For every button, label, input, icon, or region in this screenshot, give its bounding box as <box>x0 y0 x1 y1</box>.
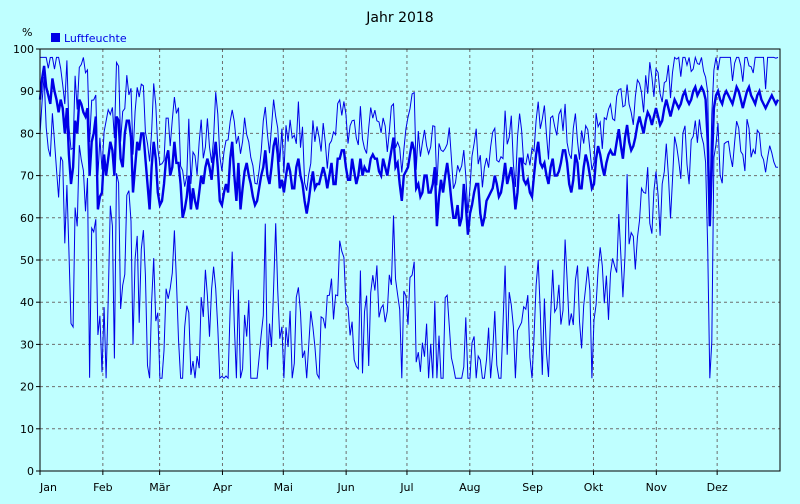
x-tick-label: Sep <box>522 481 543 494</box>
plot-frame <box>39 48 781 472</box>
x-tick-label: Mai <box>274 481 293 494</box>
x-tick-label: Nov <box>646 481 668 494</box>
y-axis-unit: % <box>22 26 32 39</box>
y-tick-label: 10 <box>20 423 34 436</box>
y-tick-label: 70 <box>20 170 34 183</box>
y-tick-label: 0 <box>27 465 34 478</box>
y-tick-label: 40 <box>20 296 34 309</box>
gridlines <box>40 49 780 471</box>
x-tick-label: Jan <box>39 481 57 494</box>
chart-title: Jahr 2018 <box>365 10 433 26</box>
series-luftfeuchte <box>38 55 780 381</box>
y-axis-ticks: 0 10 20 30 40 50 60 70 80 90 100 <box>13 43 40 478</box>
x-tick-label: Mär <box>149 481 170 494</box>
x-axis-ticks: Jan Feb Mär Apr Mai Jun Jul Aug Sep Okt Nov Dez <box>39 471 728 494</box>
y-tick-label: 90 <box>20 85 34 98</box>
series-min-line <box>39 76 779 381</box>
y-tick-label: 50 <box>20 254 34 267</box>
x-tick-label: Jul <box>399 481 413 494</box>
x-tick-label: Jun <box>337 481 355 494</box>
y-tick-label: 30 <box>20 338 34 351</box>
y-tick-label: 60 <box>20 212 34 225</box>
legend-label: Luftfeuchte <box>64 32 127 45</box>
legend-swatch <box>51 33 60 42</box>
x-tick-label: Dez <box>707 481 728 494</box>
y-tick-label: 80 <box>20 127 34 140</box>
x-tick-label: Aug <box>459 481 480 494</box>
x-tick-label: Feb <box>93 481 112 494</box>
x-tick-label: Apr <box>213 481 233 494</box>
series-max-line <box>40 55 779 214</box>
y-tick-label: 100 <box>13 43 34 56</box>
x-tick-label: Okt <box>584 481 604 494</box>
y-tick-label: 20 <box>20 381 34 394</box>
series-mean-line <box>38 65 780 235</box>
